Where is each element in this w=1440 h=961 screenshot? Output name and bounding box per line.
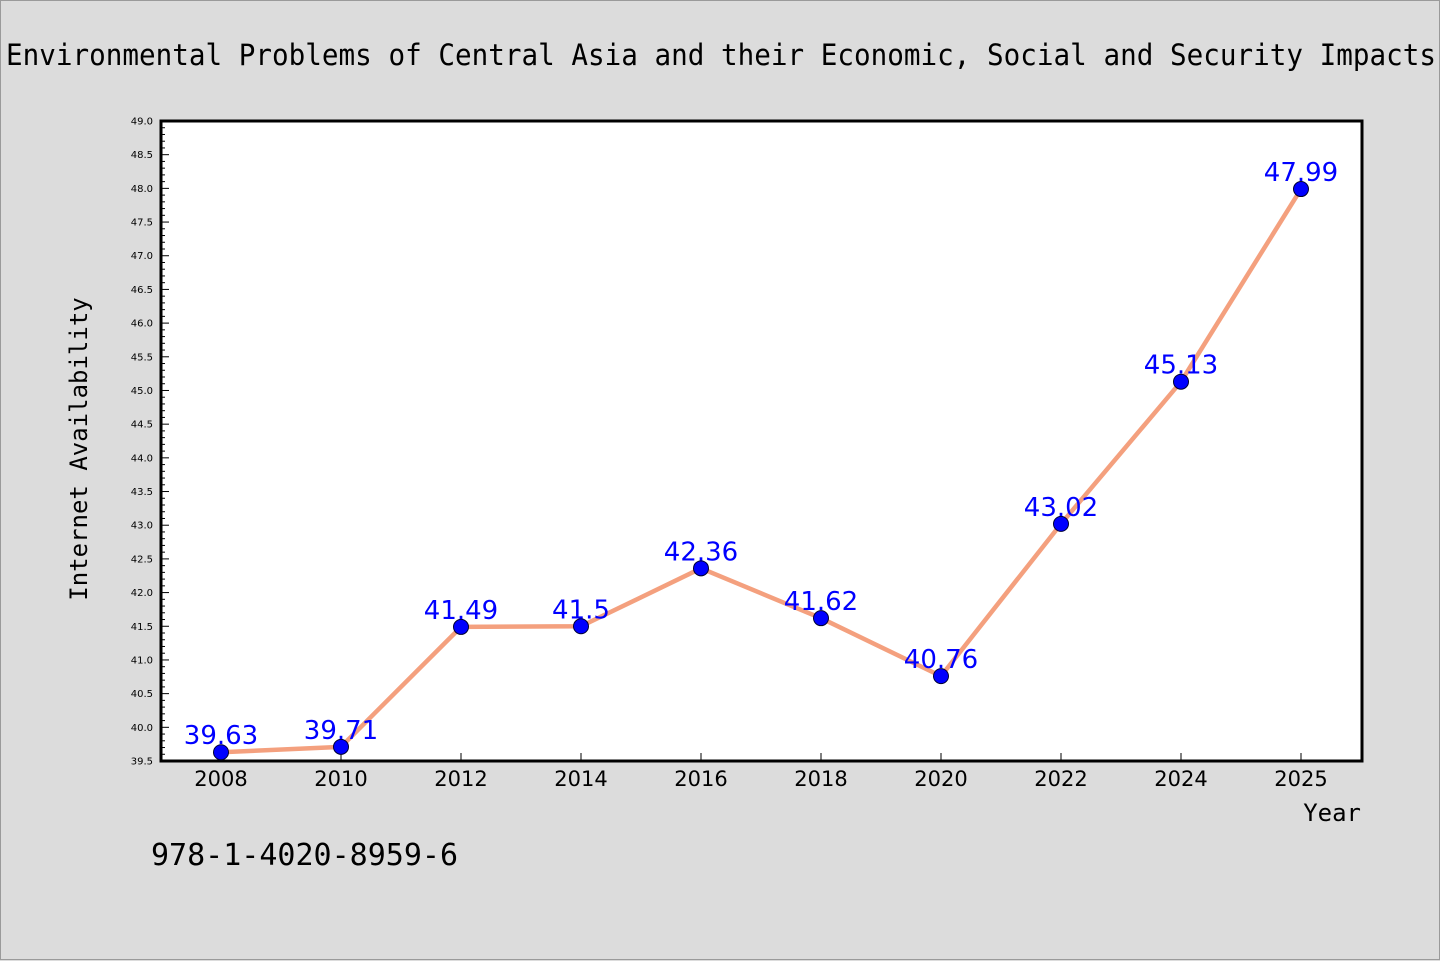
x-tick-label: 2008	[194, 767, 247, 791]
y-tick-label: 42.5	[131, 554, 153, 565]
x-axis: 2008 2010 2012 2014 2016 2018 2020 2022 2024 2025	[194, 753, 1328, 791]
x-tick-label: 2025	[1274, 767, 1327, 791]
y-tick-label: 47.0	[131, 251, 153, 262]
isbn-annotation: 978-1-4020-8959-6	[151, 838, 458, 873]
y-tick-label: 46.5	[131, 285, 153, 296]
y-tick-label: 40.5	[131, 689, 153, 700]
x-tick-label: 2012	[434, 767, 487, 791]
y-tick-label: 44.0	[131, 453, 153, 464]
data-label: 42.36	[664, 537, 738, 567]
x-axis-label: Year	[1303, 799, 1361, 827]
data-label: 39.71	[304, 716, 378, 746]
data-point	[1293, 181, 1309, 198]
data-label: 41.5	[552, 595, 610, 625]
y-tick-label: 49.0	[131, 117, 153, 128]
x-tick-label: 2016	[674, 767, 727, 791]
x-tick-label: 2020	[914, 767, 967, 791]
y-tick-label: 48.0	[131, 184, 153, 195]
series-line	[218, 186, 1304, 755]
data-label: 47.99	[1264, 158, 1338, 188]
data-label: 39.63	[184, 721, 258, 751]
data-point	[573, 618, 589, 635]
data-point	[453, 618, 469, 635]
data-point	[333, 738, 349, 755]
y-tick-label: 40.0	[131, 723, 153, 734]
y-tick-label: 45.5	[131, 352, 153, 363]
y-tick-label: 39.5	[131, 757, 153, 768]
y-axis: 39.5 40.0 40.5 41.0 41.5 42.0 42.5 43.0 43.5 44.0…	[131, 117, 169, 768]
y-tick-label: 41.0	[131, 655, 153, 666]
data-label: 40.76	[904, 645, 978, 675]
data-label: 43.02	[1024, 493, 1098, 523]
x-tick-label: 2010	[314, 767, 367, 791]
data-label: 41.62	[784, 587, 858, 617]
x-tick-label: 2024	[1154, 767, 1207, 791]
series-internet-availability: 39.63 39.71 41.49 41.5 42.36 41.62 40.76 43.02 4…	[184, 158, 1338, 761]
plot-area	[159, 119, 1364, 763]
y-tick-label: 46.0	[131, 319, 153, 330]
data-label: 45.13	[1144, 351, 1218, 381]
x-tick-label: 2014	[554, 767, 607, 791]
y-tick-label: 47.5	[131, 218, 153, 229]
data-point	[933, 668, 949, 685]
x-tick-label: 2018	[794, 767, 847, 791]
data-point	[813, 610, 829, 627]
data-point	[693, 560, 709, 577]
data-point	[1173, 373, 1189, 390]
y-tick-label: 48.5	[131, 150, 153, 161]
y-tick-label: 42.0	[131, 588, 153, 599]
x-tick-label: 2022	[1034, 767, 1087, 791]
data-point	[1053, 515, 1069, 532]
y-tick-label: 43.5	[131, 487, 153, 498]
y-axis-label: Internet Availability	[65, 297, 93, 600]
y-tick-label: 45.0	[131, 386, 153, 397]
y-tick-label: 44.5	[131, 420, 153, 431]
y-tick-label: 43.0	[131, 521, 153, 532]
y-tick-label: 41.5	[131, 622, 153, 633]
data-label: 41.49	[424, 596, 498, 626]
data-point	[213, 744, 229, 761]
chart-title: Environmental Problems of Central Asia a…	[6, 38, 1436, 72]
